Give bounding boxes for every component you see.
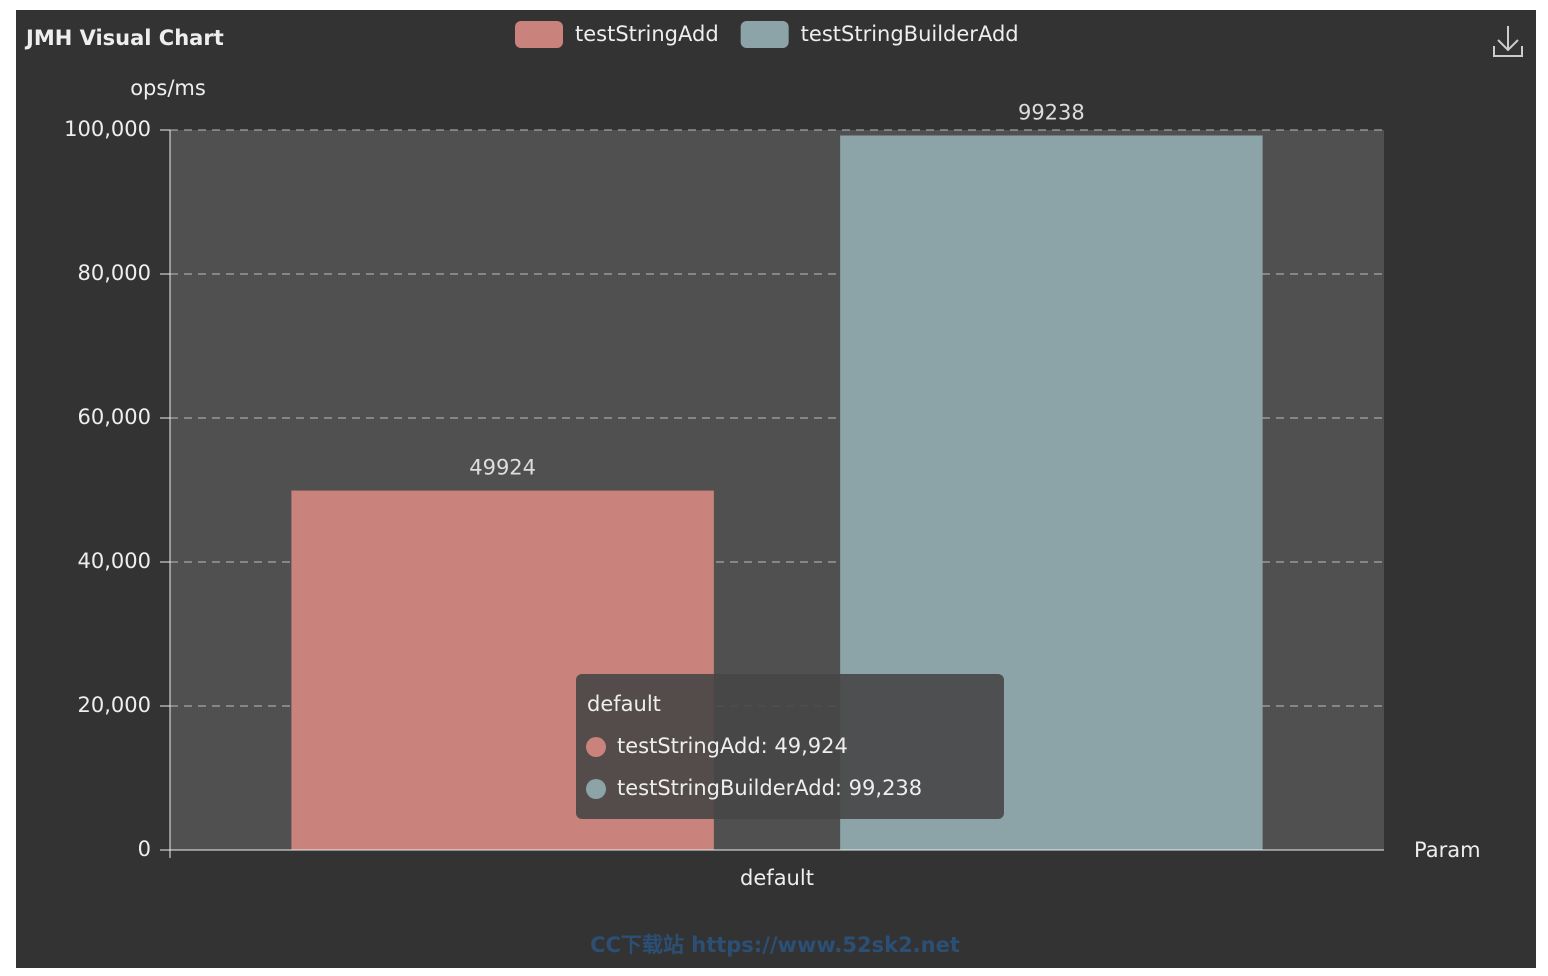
- tooltip: default testStringAdd: 49,924 testStringBu…: [576, 674, 1004, 819]
- tooltip-dot: [586, 779, 606, 799]
- x-axis-label: Param: [1414, 838, 1481, 862]
- y-tick-label: 80,000: [78, 261, 151, 285]
- watermark: CC下载站 https://www.52sk2.net: [590, 933, 960, 957]
- tooltip-box: [576, 674, 1004, 819]
- y-tick-label: 40,000: [78, 549, 151, 573]
- legend-swatch: [740, 21, 789, 48]
- download-icon[interactable]: [1493, 26, 1523, 57]
- x-tick-label: default: [740, 866, 814, 890]
- y-tick-label: 100,000: [64, 117, 151, 141]
- y-tick-label: 0: [138, 837, 151, 861]
- legend-label: testStringBuilderAdd: [801, 22, 1019, 46]
- tooltip-title: default: [587, 692, 661, 716]
- y-tick-label: 60,000: [78, 405, 151, 429]
- download-glyph[interactable]: [1493, 26, 1523, 57]
- value-label: 49924: [469, 456, 536, 480]
- chart-title: JMH Visual Chart: [24, 26, 224, 50]
- y-axis-label: ops/ms: [130, 76, 206, 100]
- y-tick-label: 20,000: [78, 693, 151, 717]
- value-label: 99238: [1018, 100, 1085, 124]
- legend-swatch: [515, 21, 563, 48]
- tooltip-entry: testStringAdd: 49,924: [617, 734, 848, 758]
- tooltip-entry: testStringBuilderAdd: 99,238: [617, 776, 922, 800]
- tooltip-dot: [586, 737, 606, 757]
- legend-label: testStringAdd: [575, 22, 719, 46]
